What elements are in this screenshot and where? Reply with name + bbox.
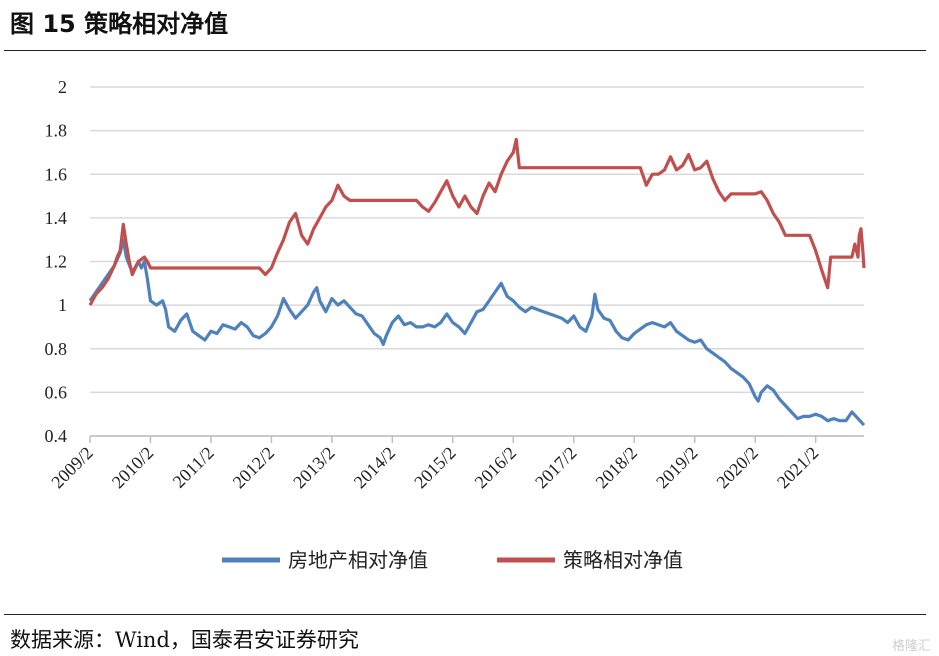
series-line-0: [88, 238, 866, 427]
y-axis-ticks: 0.4 0.6 0.8 1 1.2 1.4 1.6 1.8 2: [45, 77, 68, 446]
top-divider: [4, 50, 926, 51]
legend-label: 策略相对净值: [563, 548, 683, 572]
series-line-1: [88, 137, 866, 306]
x-tick-label: 2021/2: [773, 443, 823, 493]
y-tick-label: 0.8: [45, 339, 68, 359]
y-tick-label: 0.6: [45, 382, 68, 402]
watermark-logo: 格隆汇: [891, 639, 931, 654]
line-chart: 0.4 0.6 0.8 1 1.2 1.4 1.6 1.8 2 2009/2 2010/2 2011…: [45, 77, 866, 572]
x-tick-label: 2009/2: [47, 443, 97, 493]
y-tick-label: 1.8: [45, 121, 68, 141]
x-tick-label: 2016/2: [471, 443, 521, 493]
x-tick-label: 2010/2: [108, 443, 158, 493]
y-tick-label: 2: [58, 77, 67, 97]
legend-label: 房地产相对净值: [288, 548, 428, 572]
bottom-divider: [4, 614, 926, 615]
x-axis: 2009/2 2010/2 2011/2 2012/2 2013/2 2014/2 2015…: [47, 435, 864, 493]
x-tick-label: 2015/2: [410, 443, 460, 493]
y-tick-label: 0.4: [45, 426, 68, 446]
x-tick-label: 2013/2: [289, 443, 339, 493]
x-tick-label: 2014/2: [350, 443, 400, 493]
source-note: 数据来源：Wind，国泰君安证券研究: [10, 628, 359, 652]
legend: 房地产相对净值 策略相对净值: [222, 548, 683, 572]
figure-title: 图 15 策略相对净值: [10, 10, 229, 38]
x-tick-label: 2018/2: [592, 443, 642, 493]
series-lines: [88, 137, 866, 427]
y-tick-label: 1.6: [45, 164, 68, 184]
y-tick-label: 1: [58, 295, 67, 315]
x-tick-label: 2017/2: [531, 443, 581, 493]
x-tick-label: 2020/2: [712, 443, 762, 493]
x-tick-label: 2019/2: [652, 443, 702, 493]
x-tick-label: 2012/2: [229, 443, 279, 493]
y-tick-label: 1.2: [45, 252, 68, 272]
x-tick-label: 2011/2: [169, 443, 218, 492]
y-tick-label: 1.4: [45, 208, 68, 228]
